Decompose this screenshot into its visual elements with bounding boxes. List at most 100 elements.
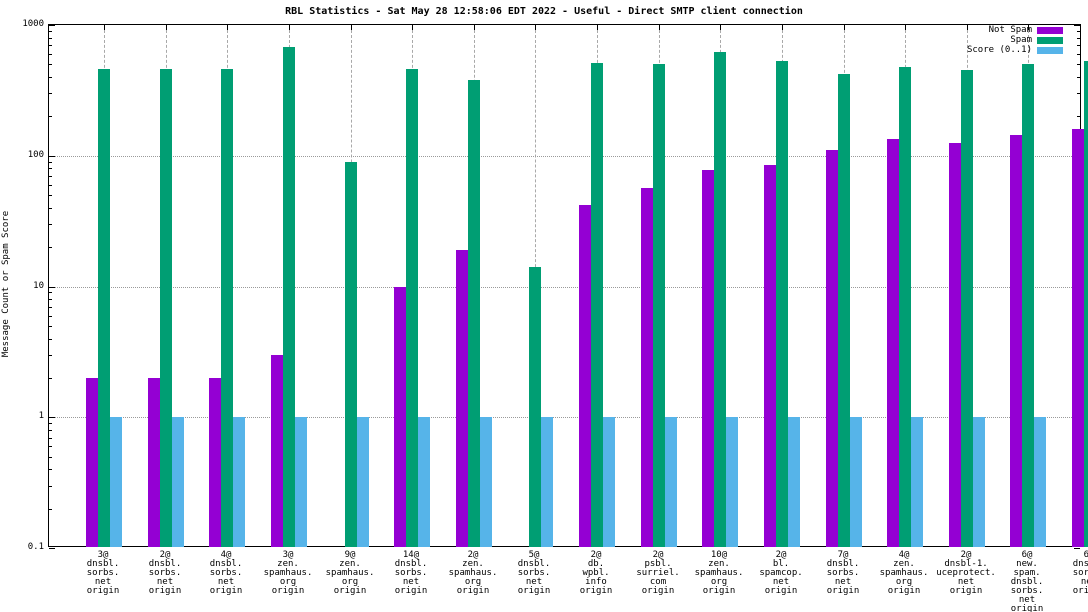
y-tick-left [49,355,52,356]
x-tick-label: 4@ dnsbl. sorbs. net origin [209,550,243,596]
bar-spam [591,63,603,547]
bar-not-spam [764,165,776,547]
y-tick-left [49,54,52,55]
bar-spam [776,61,788,547]
y-tick-right [1077,54,1080,55]
y-tick-left [49,417,55,418]
y-tick-left [49,378,52,379]
y-tick-left [49,457,52,458]
y-tick-right [1077,45,1080,46]
bar-not-spam [394,287,406,547]
x-tick-top [535,25,536,30]
x-tick-top [967,25,968,30]
y-tick-left [49,116,52,117]
bar-not-spam [641,188,653,547]
x-tick-label: 2@ zen. spamhaus. org origin [448,550,498,596]
x-tick-top [1028,25,1029,30]
x-tick-top [844,25,845,30]
x-tick-label: 10@ zen. spamhaus. org origin [694,550,744,596]
bar-score-0-1- [603,417,615,547]
y-tick-left [49,195,52,196]
y-tick-right [1074,25,1080,26]
bar-score-0-1- [788,417,800,547]
x-tick-top [720,25,721,30]
bar-spam [221,69,233,547]
y-tick-left [49,509,52,510]
y-tick-left [49,548,55,549]
y-tick-left [49,156,55,157]
y-tick-left [49,247,52,248]
x-tick-label: 2@ psbl. surriel. com origin [636,550,680,596]
bar-spam [1022,64,1034,547]
y-tick-label: 0.1 [27,542,44,552]
x-tick-label: 2@ bl. spamcop. net origin [759,550,803,596]
bar-score-0-1- [726,417,738,547]
bar-score-0-1- [295,417,307,547]
legend-swatch [1037,26,1063,34]
y-tick-left [49,93,52,94]
y-tick-right [1077,77,1080,78]
y-tick-left [49,299,52,300]
bar-spam [345,162,357,547]
y-tick-label: 1 [38,411,44,421]
x-tick-label: 9@ zen. spamhaus. org origin [325,550,375,596]
bar-spam [838,74,850,547]
legend-swatch [1037,46,1063,54]
x-tick-label: 5@ dnsbl. sorbs. net origin [517,550,551,596]
x-tick-top [166,25,167,30]
bar-score-0-1- [172,417,184,547]
legend-label: Spam [1010,35,1032,45]
x-tick-label: 2@ db. wpbl. info origin [579,550,613,596]
y-tick-left [49,168,52,169]
x-tick-label: 2@ dnsbl-1. uceprotect. net origin [936,550,996,596]
y-tick-left [49,446,52,447]
bar-not-spam [1010,135,1022,547]
bar-spam [98,69,110,547]
y-tick-left [49,224,52,225]
y-tick-left [49,25,55,26]
x-tick-top [905,25,906,30]
x-tick-label: 6@ dnsbl. sorbs. net origin [1072,550,1088,596]
x-tick-label: 4@ zen. spamhaus. org origin [879,550,929,596]
y-tick-label: 100 [27,150,44,160]
x-tick-label: 7@ dnsbl. sorbs. net origin [826,550,860,596]
h-gridline [49,417,1080,418]
y-tick-left [49,31,52,32]
legend-label: Score (0..1) [966,45,1032,55]
x-tick-label: 14@ dnsbl. sorbs. net origin [394,550,428,596]
bar-spam [653,64,665,547]
y-tick-left [49,307,52,308]
y-tick-left [49,162,52,163]
bar-not-spam [456,250,468,547]
y-tick-right [1077,93,1080,94]
legend-row: Score (0..1) [967,45,1063,55]
y-tick-left [49,208,52,209]
h-gridline [49,287,1080,288]
bar-score-0-1- [480,417,492,547]
y-tick-left [49,292,52,293]
bar-score-0-1- [233,417,245,547]
bar-spam [1084,61,1088,547]
x-tick-top [412,25,413,30]
y-tick-right [1077,31,1080,32]
bar-not-spam [702,170,714,547]
bar-spam [961,70,973,547]
x-tick-top [474,25,475,30]
x-tick-top [351,25,352,30]
bar-score-0-1- [357,417,369,547]
bar-score-0-1- [973,417,985,547]
y-tick-left [49,469,52,470]
bar-not-spam [1072,129,1084,547]
y-tick-left [49,430,52,431]
y-tick-left [49,316,52,317]
y-tick-label: 10 [33,281,44,291]
legend: Not Spam Spam Score (0..1) [967,25,1063,55]
bar-score-0-1- [911,417,923,547]
legend-row: Not Spam [967,25,1063,35]
y-tick-left [49,326,52,327]
bar-score-0-1- [1034,417,1046,547]
legend-row: Spam [967,35,1063,45]
bar-spam [468,80,480,547]
y-tick-left [49,438,52,439]
